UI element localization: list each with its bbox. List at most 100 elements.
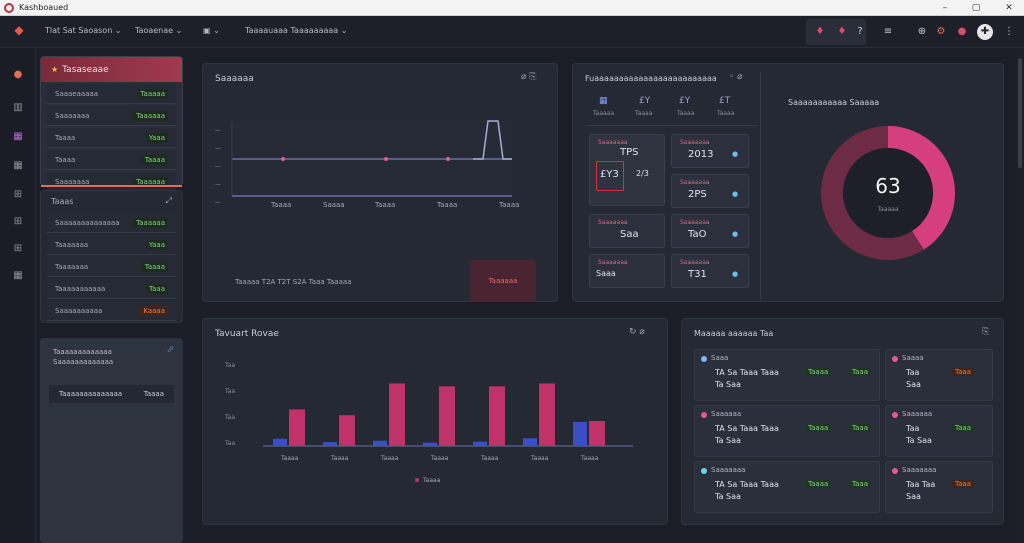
summary-row[interactable]: Taaaaaaaaaaaaaa Taaaa: [49, 385, 174, 403]
list-item[interactable]: Saaaaaaa Taaaaaa: [47, 106, 176, 126]
stat-box[interactable]: Saaaaaaa T31 ●: [671, 254, 749, 288]
bar[interactable]: [589, 420, 605, 446]
scrollbar[interactable]: [1016, 48, 1024, 543]
stat-box[interactable]: Saaaaaaa Saa: [589, 214, 665, 248]
close-button[interactable]: ✕: [1005, 3, 1013, 13]
stat-box[interactable]: Saaaaaaa TaO ●: [671, 214, 749, 248]
avatar-icon[interactable]: ✚: [977, 24, 993, 40]
donut-arc: [821, 126, 955, 260]
bar[interactable]: [273, 438, 287, 446]
monitor-item-title: Saaaaaa: [711, 410, 742, 418]
bar[interactable]: [489, 386, 505, 446]
settings-icon[interactable]: ⚙: [936, 26, 946, 37]
list-item-value: Taaaaaa: [133, 110, 168, 121]
bar[interactable]: [573, 421, 587, 446]
x-tick-label: Taaaa: [437, 201, 458, 209]
list-item[interactable]: Saaaaaaa Taaaaaa: [47, 172, 176, 192]
monitor-item[interactable]: Saaaaaaa TA Sa Taaa Taaa Ta Saa Taaaa Ta…: [694, 461, 880, 513]
x-tick-label: Taaaa: [580, 455, 599, 462]
chart-options-icon[interactable]: ⌀ ⎘: [521, 72, 537, 82]
bar[interactable]: [389, 383, 405, 446]
list-item[interactable]: Taaaa Yaaa: [47, 128, 176, 148]
monitor-item-line2: Saa: [906, 380, 921, 389]
monitor-item[interactable]: Saaaaaaa Taa Taa Saa Taaa: [885, 461, 993, 513]
sidebar-item-profile[interactable]: ●: [13, 69, 23, 80]
list-item[interactable]: Taaaa Taaaa: [47, 150, 176, 170]
bar-chart-card: Tavuart Rovae ↻ ⌀ Taa Taa Taa Taa Taaaa Taaaa…: [202, 318, 668, 525]
list-item-value: Kaaaa: [140, 305, 168, 316]
stat-value: 2/3: [636, 169, 649, 178]
tab-2-label: Taaaa: [635, 110, 653, 117]
info-icon[interactable]: ⬀: [166, 345, 174, 355]
status-dot: [701, 356, 707, 362]
sidebar-item-grid-d[interactable]: ⊞: [13, 189, 23, 200]
scrollbar-thumb[interactable]: [1018, 58, 1022, 168]
expand-icon[interactable]: ⤢: [165, 196, 172, 205]
monitor-item[interactable]: Saaa TA Sa Taaa Taaa Ta Saa Taaaa Taaa: [694, 349, 880, 401]
stat-value: 2PS: [688, 189, 707, 200]
logo-icon[interactable]: ◆: [14, 23, 24, 37]
bar[interactable]: [423, 442, 437, 446]
refresh-icon[interactable]: ↻ ⌀: [629, 327, 645, 337]
list-item[interactable]: Saaaeaaaaa Taaaaa: [47, 84, 176, 104]
more-icon[interactable]: ⋮: [1004, 26, 1014, 37]
sidebar-item-grid-g[interactable]: ▦: [13, 270, 23, 281]
menu-timeline[interactable]: Taoaenae ⌄: [135, 26, 183, 35]
monitor-item[interactable]: Saaaa Taa Saa Taaa: [885, 349, 993, 401]
minimize-button[interactable]: –: [942, 3, 948, 13]
stat-box[interactable]: Saaaaaaa TPS £Y3 2/3: [589, 134, 665, 206]
timeline-card: Saaaaaa ⌀ ⎘ — — — — — Taaaa Saaaa Taaaa Taaa…: [202, 63, 558, 302]
menu-filters[interactable]: Taaaauaaa Taaaaaaaaa ⌄: [245, 26, 348, 35]
monitor-item[interactable]: Saaaaaa Taa Ta Saa Taaa: [885, 405, 993, 457]
donut-chart: [821, 126, 955, 260]
tab-3[interactable]: £Y: [679, 96, 691, 106]
summary-line-2: Saaaaaaaaaaaaa: [53, 358, 114, 366]
menu-view[interactable]: ▣ ⌄: [203, 26, 220, 35]
list-icon[interactable]: ≡: [883, 26, 893, 37]
stat-box[interactable]: Saaaaaaa 2013 ●: [671, 134, 749, 168]
list-item-value: Taaaa: [141, 261, 168, 272]
list-item-value: Taaa: [146, 283, 168, 294]
list-item[interactable]: Saaaaaaaaaaaaaa Taaaaaa: [47, 213, 176, 233]
user-icon[interactable]: ⊕: [917, 26, 927, 37]
bar[interactable]: [523, 438, 537, 446]
list-item[interactable]: Taaaaaaa Taaaa: [47, 257, 176, 277]
tab-4[interactable]: £T: [719, 96, 731, 106]
tab-1[interactable]: ▦: [599, 96, 608, 106]
list-item[interactable]: Saaaaaaaaaa Kaaaa: [47, 301, 176, 321]
chat-icon[interactable]: ?: [857, 26, 863, 37]
monitor-options-icon[interactable]: ⎘: [982, 327, 990, 337]
bar[interactable]: [539, 383, 555, 446]
bell-icon[interactable]: ♦: [815, 26, 825, 37]
notification-icon[interactable]: ●: [957, 26, 967, 37]
stat-box[interactable]: Saaaaaaa Saaa: [589, 254, 665, 288]
list-item-label: Taaaaaaa: [55, 262, 89, 271]
timeline-action-button[interactable]: Taaaaaa: [470, 260, 536, 302]
sidebar-item-grid-a[interactable]: ▥: [13, 102, 23, 113]
list-item[interactable]: Taaaaaaa Yaaa: [47, 235, 176, 255]
sidebar-item-grid-f[interactable]: ⊞: [13, 243, 23, 254]
menu-team[interactable]: Tlat Sat Saoason ⌄: [45, 26, 122, 35]
monitor-item-line1: Taa: [906, 368, 920, 377]
tasks-header: Taaas ⤢: [41, 191, 182, 211]
bar[interactable]: [439, 386, 455, 446]
flame-icon[interactable]: ♦: [837, 26, 847, 37]
tab-2[interactable]: £Y: [639, 96, 651, 106]
bar-chart-title: Tavuart Rovae: [215, 329, 279, 339]
bar[interactable]: [339, 415, 355, 446]
maximize-button[interactable]: ▢: [971, 3, 981, 13]
sidebar-item-grid-b[interactable]: ▦: [13, 131, 23, 142]
stat-value: TPS: [620, 147, 639, 158]
bar[interactable]: [473, 441, 487, 446]
bar[interactable]: [373, 440, 387, 446]
stats-options-icon[interactable]: ◦ ⌀: [729, 72, 743, 82]
bar[interactable]: [323, 442, 337, 446]
bar[interactable]: [289, 409, 305, 446]
sidebar-item-grid-e[interactable]: ⊞: [13, 216, 23, 227]
sidebar-item-grid-c[interactable]: ▦: [13, 160, 23, 171]
stat-box[interactable]: Saaaaaaa 2PS ●: [671, 174, 749, 208]
tasks-panel: Taaas ⤢ Saaaaaaaaaaaaaa Taaaaaa Taaaaaaa Y…: [40, 190, 183, 323]
tab-3-label: Taaaa: [677, 110, 695, 117]
list-item[interactable]: Taaaaaaaaaaa Taaa: [47, 279, 176, 299]
monitor-item[interactable]: Saaaaaa TA Sa Taaa Taaa Ta Saa Taaaa Taa…: [694, 405, 880, 457]
